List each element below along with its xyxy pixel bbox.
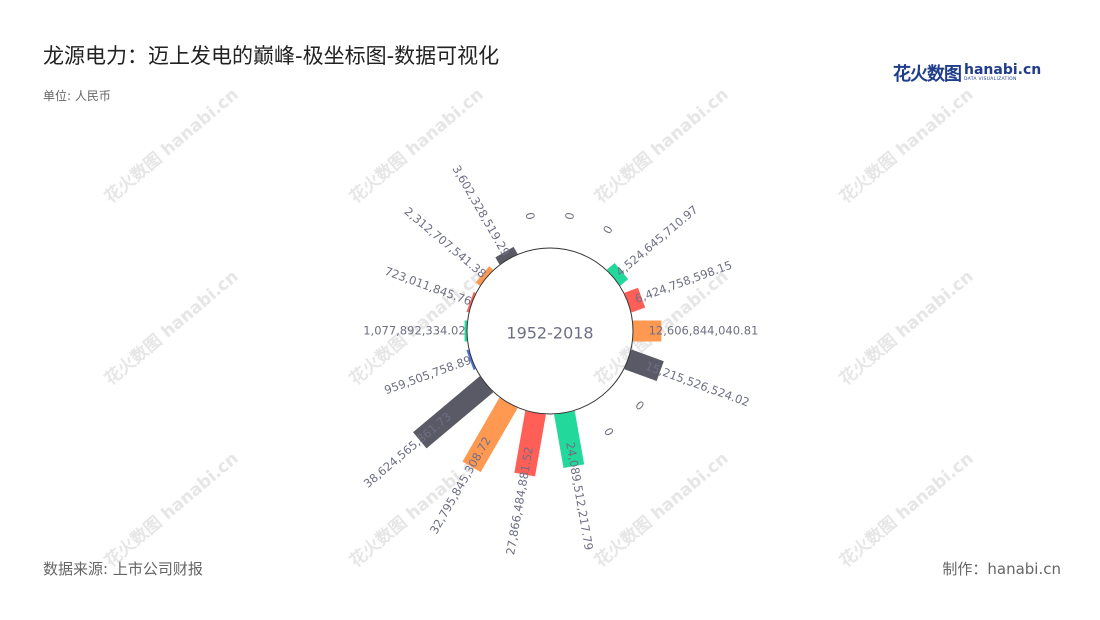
data-source: 数据来源: 上市公司财报	[43, 560, 203, 578]
brand-logo: 花火数图 hanabi.cn DATA VISUALIZATION	[893, 60, 1041, 86]
watermark: 花火数图 hanabi.cn	[590, 448, 732, 572]
value-label: 24,089,512,217.79	[563, 441, 596, 552]
polar-bar[interactable]	[462, 397, 518, 473]
brand-logo-cn: 花火数图	[893, 64, 962, 85]
polar-bar[interactable]	[624, 349, 664, 381]
value-label: 0	[632, 398, 647, 413]
watermark: 花火数图 hanabi.cn	[100, 448, 242, 572]
polar-bar[interactable]	[633, 320, 662, 342]
polar-bar[interactable]	[495, 246, 518, 265]
watermark: 花火数图 hanabi.cn	[100, 84, 242, 208]
watermark: 花火数图 hanabi.cn	[590, 84, 732, 208]
polar-axis-circle	[466, 247, 634, 415]
value-label: 959,505,758.89	[382, 353, 473, 397]
watermark: 花火数图 hanabi.cn	[835, 266, 977, 390]
polar-bar[interactable]	[413, 376, 494, 449]
value-label: 0	[601, 425, 617, 438]
polar-bar[interactable]	[466, 349, 476, 370]
watermark: 花火数图 hanabi.cn	[100, 266, 242, 390]
polar-bar[interactable]	[554, 410, 585, 468]
value-label: 1,077,892,334.02	[363, 324, 465, 338]
polar-bar[interactable]	[606, 263, 629, 286]
watermark: 花火数图 hanabi.cn	[835, 448, 977, 572]
value-label: 27,866,484,881.52	[503, 445, 536, 556]
polar-bar[interactable]	[466, 292, 476, 313]
value-label: 15,215,526,524.02	[643, 359, 751, 410]
unit-label: 单位: 人民币	[43, 89, 111, 103]
center-label: 1952-2018	[506, 324, 593, 343]
value-label: 0	[600, 223, 616, 236]
brand-logo-en: hanabi.cn	[964, 62, 1042, 79]
watermark: 花火数图 hanabi.cn	[835, 84, 977, 208]
value-label: 0	[562, 211, 577, 221]
polar-bar[interactable]	[514, 410, 546, 477]
polar-bar[interactable]	[475, 266, 494, 286]
polar-bar[interactable]	[464, 320, 467, 342]
maker-credit: 制作：hanabi.cn	[942, 560, 1061, 578]
value-label: 4,524,645,710.97	[613, 202, 700, 279]
brand-logo-sub: DATA VISUALIZATION	[964, 77, 1017, 83]
value-label: 12,606,844,040.81	[649, 324, 759, 338]
page-title: 龙源电力：迈上发电的巅峰-极坐标图-数据可视化	[43, 44, 500, 68]
value-label: 0	[523, 211, 538, 221]
